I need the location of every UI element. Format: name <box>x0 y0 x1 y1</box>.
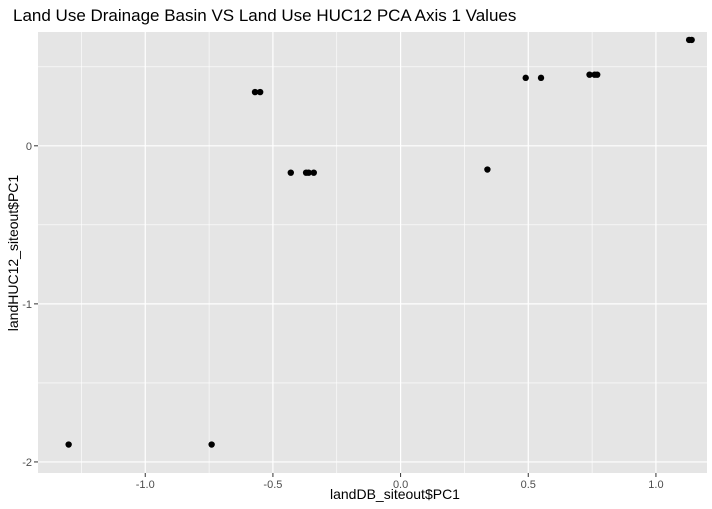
data-point <box>522 74 529 82</box>
x-tick-label: 1.0 <box>648 479 663 491</box>
data-point <box>251 88 259 96</box>
data-points <box>65 36 695 448</box>
y-tick-label: -1 <box>22 299 32 311</box>
x-axis-title: landDB_siteout$PC1 <box>330 486 460 502</box>
chart-title: Land Use Drainage Basin VS Land Use HUC1… <box>13 6 516 25</box>
axis-ticks: -1.0 -0.5 0.0 0.5 1.0 -2 -1 0 <box>22 141 663 491</box>
data-point <box>305 169 312 176</box>
data-point <box>208 441 215 448</box>
plot-panel <box>38 32 707 473</box>
grid-lines <box>38 32 707 473</box>
y-axis-title: landHUC12_siteout$PC1 <box>5 175 21 332</box>
data-point <box>256 88 264 96</box>
data-point <box>287 169 294 176</box>
data-point <box>65 441 72 448</box>
data-point <box>594 71 601 78</box>
data-point <box>688 36 695 44</box>
data-point <box>537 74 545 82</box>
y-tick-label: 0 <box>26 141 32 153</box>
x-tick-label: 0.5 <box>521 479 536 491</box>
x-tick-label: -0.5 <box>263 479 282 491</box>
data-point <box>586 71 593 78</box>
data-point <box>484 166 491 173</box>
data-point <box>310 169 317 176</box>
y-tick-label: -2 <box>22 457 32 469</box>
x-tick-label: 0.0 <box>393 479 408 491</box>
x-tick-label: -1.0 <box>136 479 155 491</box>
